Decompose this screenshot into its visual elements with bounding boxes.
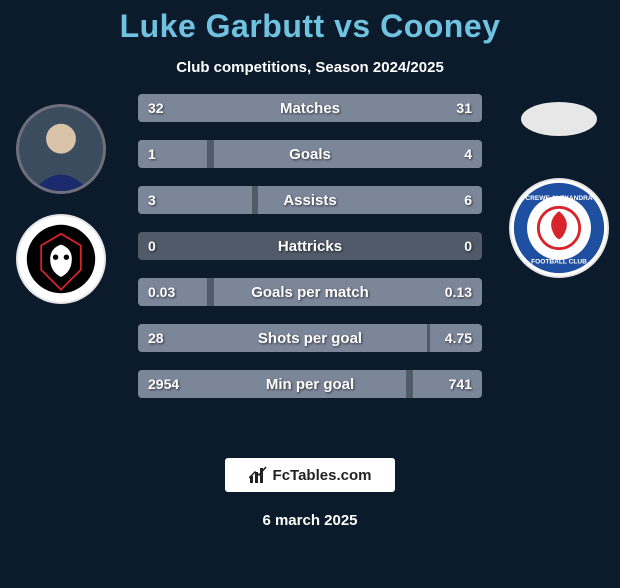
player-right-avatar-placeholder — [521, 102, 597, 136]
stat-row: 3231Matches — [138, 94, 482, 122]
stat-label: Min per goal — [138, 370, 482, 398]
club-badge-right: CREWE ALEXANDRA FOOTBALL CLUB — [509, 178, 609, 278]
stat-label: Assists — [138, 186, 482, 214]
subtitle: Club competitions, Season 2024/2025 — [0, 59, 620, 76]
player-right-column: CREWE ALEXANDRA FOOTBALL CLUB — [504, 102, 614, 278]
stat-label: Goals — [138, 140, 482, 168]
chart-icon — [249, 466, 267, 484]
player-left-column — [6, 104, 116, 304]
svg-text:CREWE ALEXANDRA: CREWE ALEXANDRA — [525, 195, 593, 202]
stat-row: 14Goals — [138, 140, 482, 168]
stat-row: 2954741Min per goal — [138, 370, 482, 398]
watermark-text: FcTables.com — [273, 467, 372, 484]
stat-label: Goals per match — [138, 278, 482, 306]
date-label: 6 march 2025 — [0, 512, 620, 529]
stat-row: 36Assists — [138, 186, 482, 214]
stat-label: Hattricks — [138, 232, 482, 260]
stat-row: 0.030.13Goals per match — [138, 278, 482, 306]
stat-label: Shots per goal — [138, 324, 482, 352]
person-icon — [19, 104, 103, 194]
stat-row: 284.75Shots per goal — [138, 324, 482, 352]
comparison-stage: CREWE ALEXANDRA FOOTBALL CLUB 3231Matche… — [0, 94, 620, 434]
stat-row: 00Hattricks — [138, 232, 482, 260]
stat-label: Matches — [138, 94, 482, 122]
crewe-badge-icon: CREWE ALEXANDRA FOOTBALL CLUB — [512, 181, 606, 275]
player-left-avatar — [16, 104, 106, 194]
watermark: FcTables.com — [225, 458, 395, 492]
page-title: Luke Garbutt vs Cooney — [0, 8, 620, 45]
salford-badge-icon — [25, 223, 97, 295]
svg-text:FOOTBALL CLUB: FOOTBALL CLUB — [531, 259, 587, 266]
club-badge-left — [16, 214, 106, 304]
stat-rows: 3231Matches 14Goals 36Assists 00Hattricks 0.… — [138, 94, 482, 398]
